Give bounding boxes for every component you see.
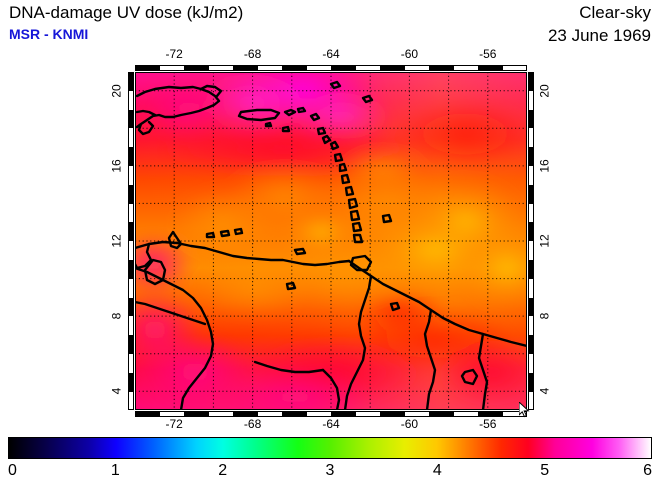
axis-band-top	[135, 65, 527, 71]
axis-band-left	[128, 72, 134, 410]
ytick-left-3: 8	[109, 312, 124, 320]
xtick-bottom-4: -56	[479, 417, 497, 431]
xtick-top-3: -60	[400, 47, 419, 61]
date-label: 23 June 1969	[547, 26, 651, 45]
uv-dose-heatmap	[135, 72, 527, 410]
ytick-left-2: 12	[109, 234, 124, 248]
colorbar-gradient	[8, 437, 652, 459]
colorbar-tick-labels: 0 1 2 3 4 5 6	[8, 461, 652, 481]
colorbar-tick-0: 0	[8, 462, 17, 479]
colorbar: 0 1 2 3 4 5 6	[8, 437, 652, 479]
ytick-right-3: 8	[537, 312, 552, 320]
map-frame	[135, 72, 527, 410]
xtick-top-0: -72	[165, 47, 183, 61]
sky-condition-label: Clear-sky	[579, 3, 651, 22]
mouse-pointer-icon	[518, 400, 531, 418]
xtick-top-2: -64	[322, 47, 340, 61]
xtick-bottom-0: -72	[165, 417, 183, 431]
xtick-bottom-2: -64	[322, 417, 340, 431]
ytick-left-0: 20	[109, 84, 124, 98]
xtick-top-1: -68	[243, 47, 262, 61]
ytick-right-1: 16	[537, 159, 552, 173]
xtick-top-4: -56	[479, 47, 497, 61]
colorbar-tick-1: 1	[110, 462, 120, 479]
axis-band-right	[528, 72, 534, 410]
ytick-left-4: 4	[109, 387, 124, 395]
institution-label: MSR - KNMI	[9, 26, 89, 42]
colorbar-tick-6: 6	[643, 462, 652, 479]
axis-band-bottom	[135, 411, 527, 417]
ytick-right-2: 12	[537, 234, 552, 248]
coastlines	[135, 80, 527, 410]
colorbar-tick-5: 5	[540, 462, 550, 479]
colorbar-tick-3: 3	[325, 462, 335, 479]
xtick-bottom-1: -68	[243, 417, 262, 431]
colorbar-tick-2: 2	[218, 462, 228, 479]
ytick-right-0: 20	[537, 84, 552, 98]
colorbar-tick-4: 4	[432, 462, 442, 479]
ytick-right-4: 4	[537, 387, 552, 395]
xtick-bottom-3: -60	[400, 417, 419, 431]
heatmap-canvas	[135, 72, 527, 410]
map-plot-area: -72 -68 -64 -60 -56 -72 -68 -64 -60 -56 …	[110, 48, 552, 431]
map-gridlines	[135, 72, 527, 410]
ytick-left-1: 16	[109, 159, 124, 173]
page-title: DNA-damage UV dose (kJ/m2)	[9, 3, 244, 22]
